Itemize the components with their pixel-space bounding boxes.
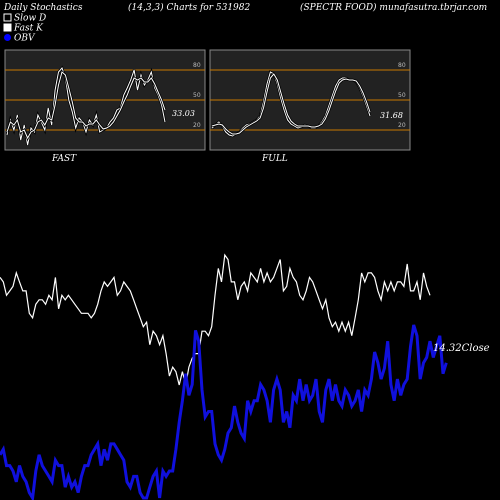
full-level-50-label: 50 — [398, 92, 406, 99]
close-value-label: 14.32Close — [433, 343, 490, 354]
legend-slow-d: Slow D — [14, 14, 46, 24]
fast-level-20-label: 20 — [193, 122, 201, 129]
obv-legend-marker — [4, 34, 11, 41]
close-price-line — [0, 253, 431, 386]
full-stochastics-panel: 20 50 80 31.68 FULL — [209, 49, 411, 164]
fast-end-value: 33.03 — [172, 109, 195, 118]
legend-fast-k: Fast K — [13, 24, 44, 34]
legend-obv: OBV — [14, 34, 36, 44]
fast-k-legend-marker — [3, 23, 12, 32]
full-panel-label: FULL — [261, 154, 288, 164]
full-slow-d-line — [211, 73, 371, 135]
full-level-20-label: 20 — [398, 122, 406, 129]
header-left: Daily Stochastics — [3, 3, 83, 13]
fast-panel-label: FAST — [51, 154, 77, 164]
fast-slow-d-line — [6, 71, 166, 140]
full-level-80-label: 80 — [398, 62, 406, 69]
obv-line — [0, 324, 448, 500]
price-obv-panel: 14.32Close — [0, 253, 490, 500]
fast-level-80-label: 80 — [193, 62, 201, 69]
fast-stochastics-panel: 20 50 80 33.03 FAST — [4, 49, 206, 164]
legend: Slow D Fast K OBV — [3, 13, 46, 44]
header-right: (SPECTR FOOD) munafasutra.tbrjar.com — [300, 2, 487, 13]
full-end-value: 31.68 — [380, 111, 403, 120]
slow-d-legend-marker — [3, 13, 12, 22]
header-center: (14,3,3) Charts for 531982 — [128, 2, 250, 13]
fast-level-50-label: 50 — [193, 92, 201, 99]
